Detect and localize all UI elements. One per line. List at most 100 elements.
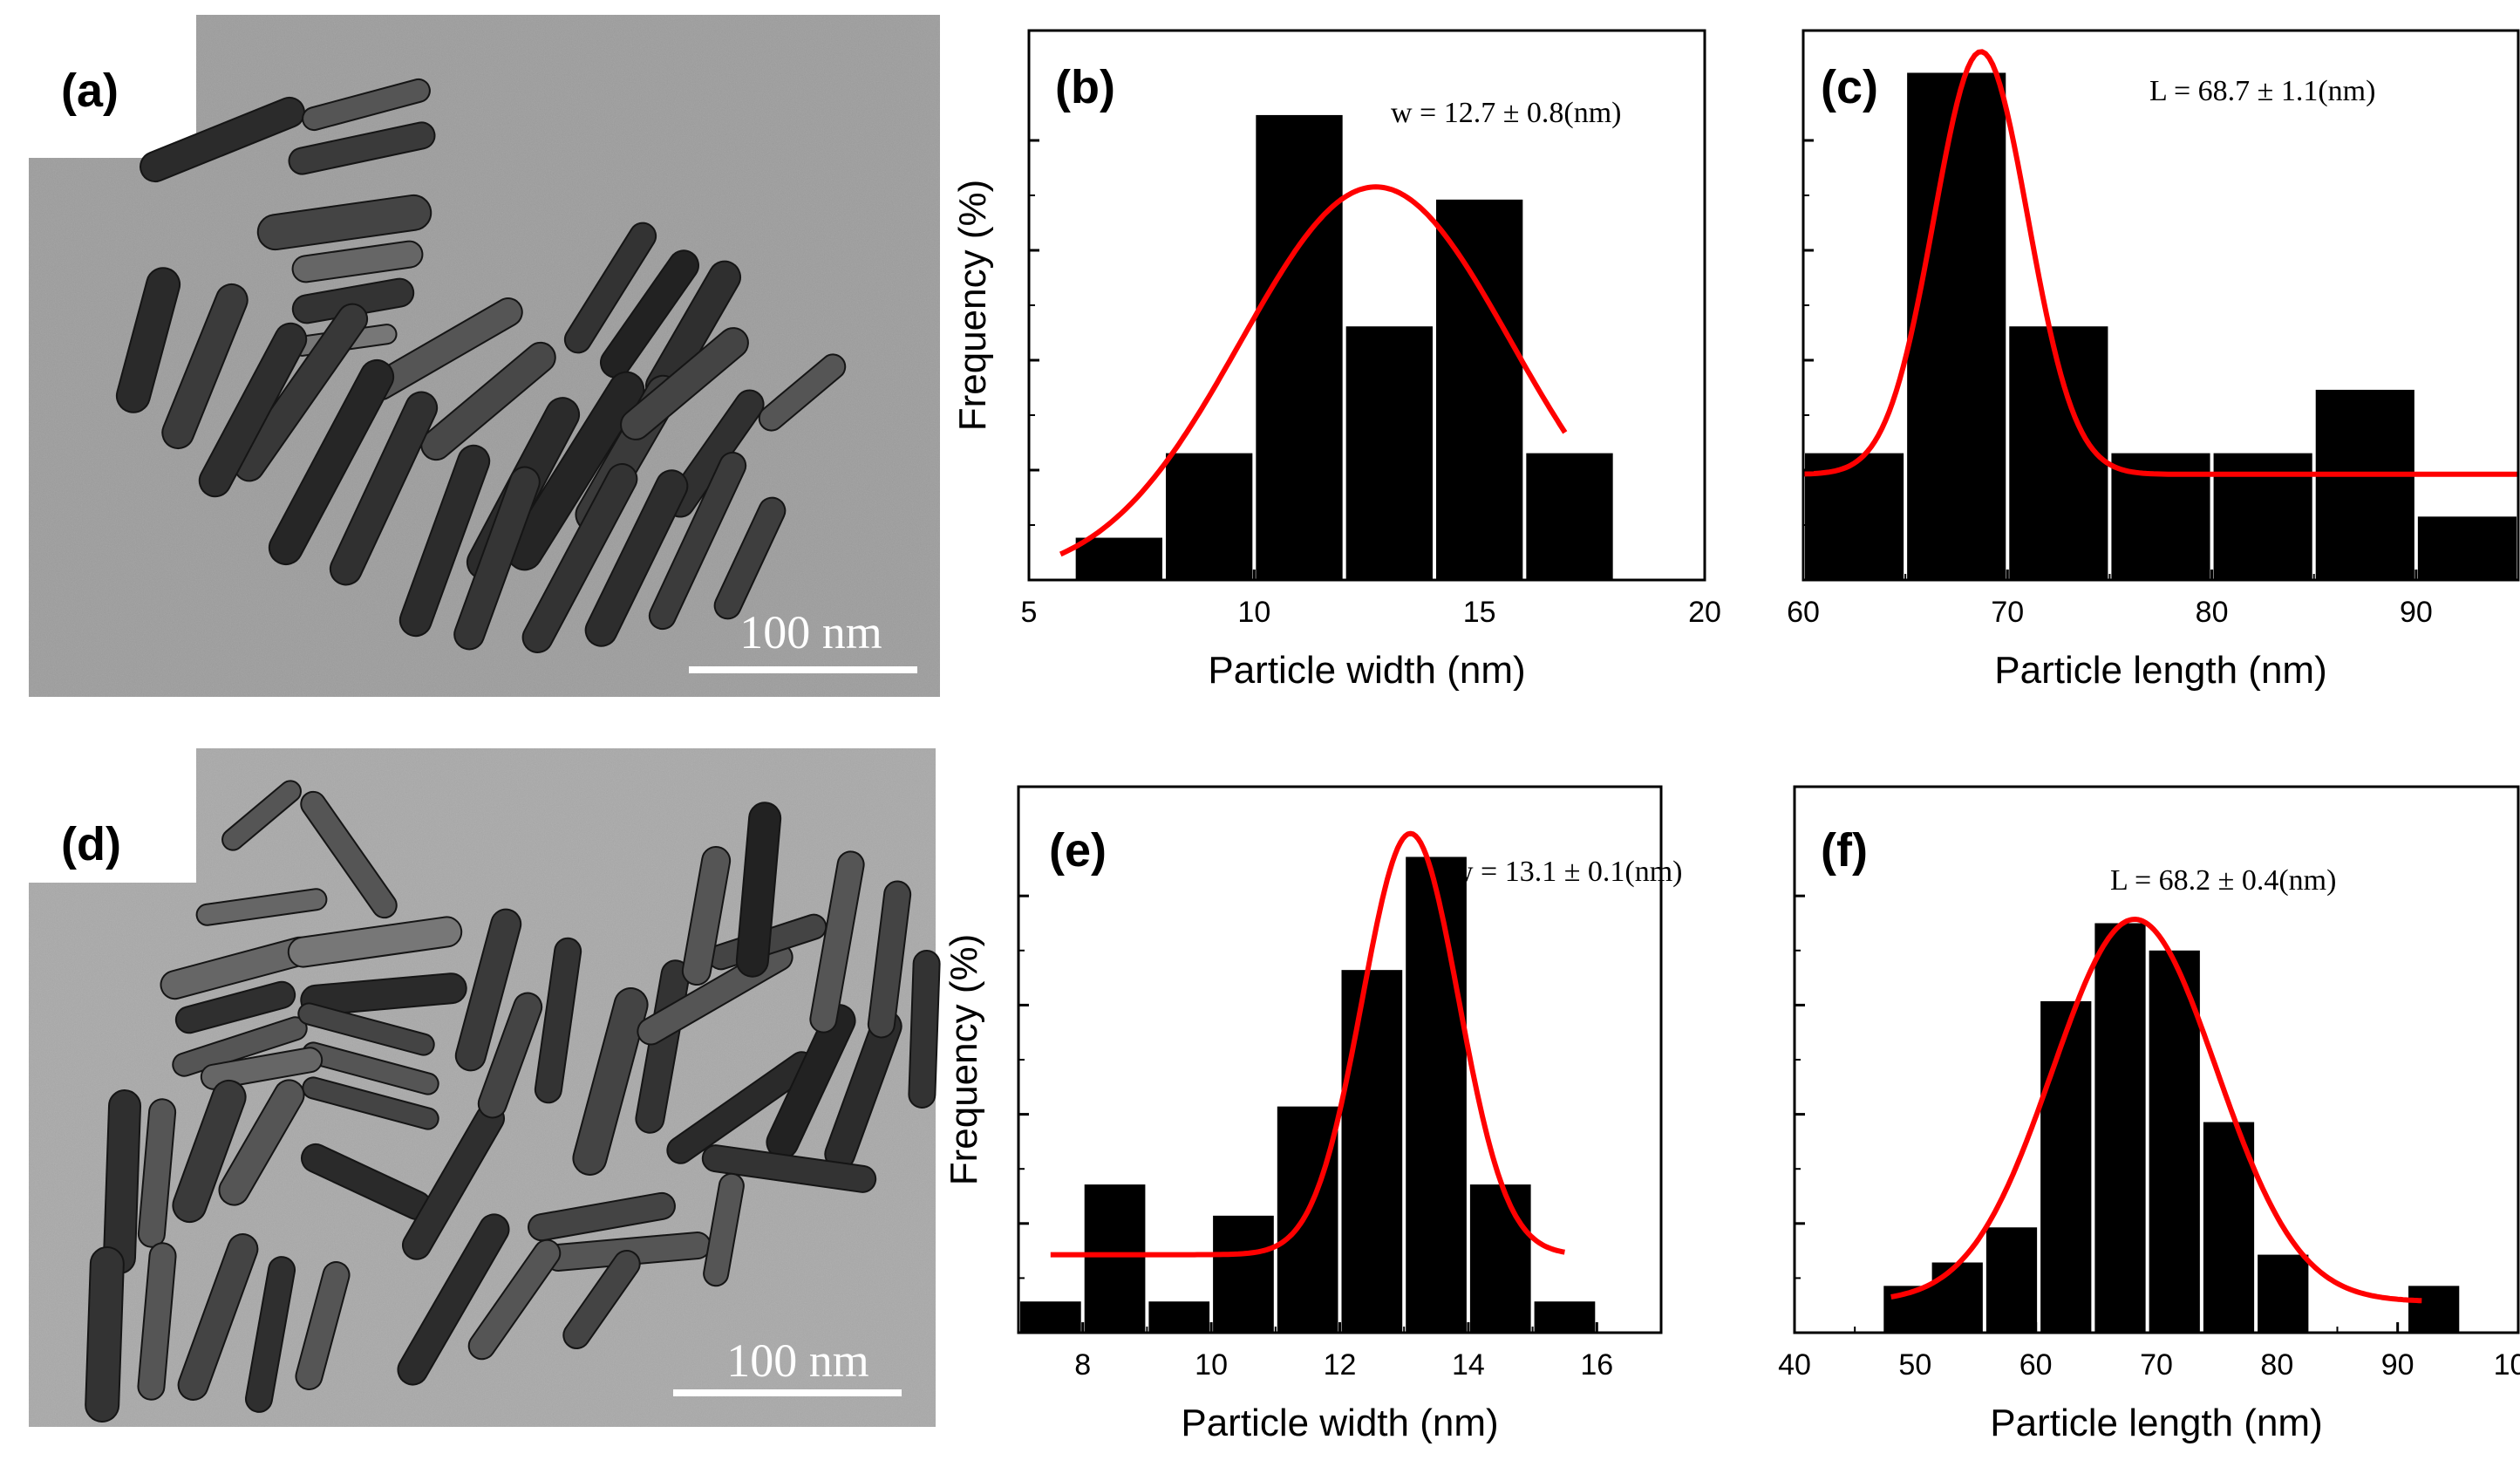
x-tick-label: 90 (2381, 1348, 2414, 1382)
panel-label: (e) (1049, 824, 1107, 877)
nanorod (701, 1144, 877, 1193)
y-axis-label: Frequency (%) (951, 180, 994, 432)
histogram-bar (2203, 1122, 2255, 1333)
nanorod (137, 1242, 177, 1401)
x-axis-label: Particle width (nm) (1208, 649, 1525, 692)
nanorod (809, 850, 865, 1034)
fit-annotation: w = 13.1 ± 0.1(nm) (1452, 856, 1682, 888)
fit-annotation: w = 12.7 ± 0.8(nm) (1391, 97, 1621, 129)
panel-a-label: (a) (61, 65, 119, 117)
x-axis-label: Particle length (nm) (1994, 649, 2326, 692)
nanorod (908, 950, 941, 1109)
x-tick-label: 40 (1778, 1348, 1811, 1382)
nanorod (528, 1191, 676, 1242)
micrograph-d: (d) 100 nm (26, 747, 941, 1427)
histogram-bar (1213, 1215, 1274, 1333)
nanorod (85, 1246, 125, 1423)
histogram-bar (2149, 950, 2200, 1333)
x-tick-label: 20 (1688, 596, 1721, 629)
nanorod (195, 888, 328, 926)
histogram-bar (1907, 72, 2006, 580)
nanorod (758, 353, 847, 432)
x-tick-label: 10 (1237, 596, 1270, 629)
histogram-b: 5 10 15 20 Particle width (nm) Frequency (%) (… (951, 29, 1721, 692)
panel-label: (b) (1055, 61, 1115, 113)
nanorod (297, 1002, 435, 1056)
nanorods-d (85, 780, 941, 1423)
nanorod (268, 358, 395, 566)
histogram-e: 8 10 12 14 16 Particle width (nm) Frequency (%… (943, 785, 1682, 1444)
x-tick-label: 60 (1787, 596, 1820, 629)
nanorod (161, 283, 249, 450)
nanorod (620, 327, 749, 440)
x-tick-label: 80 (2196, 596, 2229, 629)
panel-label: (f) (1821, 824, 1868, 877)
micrograph-d-label-box (26, 747, 196, 883)
x-tick-label: 70 (2140, 1348, 2173, 1382)
panel-d-label: (d) (61, 818, 121, 870)
histogram-bar (2315, 389, 2414, 580)
nanorod (563, 222, 657, 354)
nanorod (244, 1256, 296, 1413)
nanorod (200, 1047, 324, 1090)
nanorod (713, 496, 787, 620)
nanorod (420, 341, 556, 461)
nanorod (867, 880, 912, 1039)
histogram-bar (2258, 1254, 2309, 1333)
nanorod (233, 303, 369, 482)
nanorod (295, 1261, 351, 1390)
fit-annotation: L = 68.7 ± 1.1(nm) (2149, 75, 2375, 107)
scalebar-a (689, 666, 917, 673)
nanorod (467, 1238, 562, 1361)
histogram-bar (1020, 1301, 1081, 1333)
histogram-c: 60 70 80 90 Particle length (nm) (c) L = 68.7 … (1787, 29, 2520, 692)
nanorod (102, 1089, 142, 1274)
histogram-bar (1985, 1227, 2038, 1333)
nanorod (681, 845, 732, 986)
nanorod (521, 463, 638, 653)
x-tick-label: 12 (1324, 1348, 1357, 1382)
x-tick-label: 5 (1021, 596, 1038, 629)
histogram-bar (1436, 199, 1523, 580)
nanorod (329, 391, 439, 586)
nanorod (397, 1213, 510, 1386)
panel-label: (c) (1821, 61, 1878, 113)
nanorod (172, 1079, 247, 1224)
nanorod (302, 78, 431, 132)
histogram-bar (1148, 1301, 1210, 1333)
nanorod (599, 249, 700, 379)
nanorod (137, 1098, 177, 1248)
nanorod (584, 469, 689, 647)
histogram-bar (1075, 537, 1162, 580)
x-tick-label: 14 (1452, 1348, 1485, 1382)
x-tick-label: 8 (1074, 1348, 1091, 1382)
histogram-bar (1341, 970, 1403, 1333)
histogram-bar (1277, 1106, 1338, 1333)
histogram-bar (1084, 1184, 1146, 1333)
micrograph-a: (a) 100 nm (26, 13, 940, 697)
x-tick-label: 90 (2400, 596, 2433, 629)
nanorod (172, 1016, 308, 1077)
nanorod (288, 121, 436, 175)
histogram-bar (1526, 453, 1613, 580)
scalebar-d (673, 1389, 902, 1396)
histogram-bar (1534, 1301, 1596, 1333)
histogram-bar (1345, 326, 1433, 580)
nanorod (256, 194, 432, 251)
nanorods-a (115, 78, 847, 653)
nanorod (221, 780, 302, 851)
histogram-bar (1256, 114, 1343, 580)
scalebar-a-label: 100 nm (739, 606, 882, 658)
nanorod (453, 466, 541, 651)
x-tick-label: 10 (1195, 1348, 1228, 1382)
nanorod (177, 1233, 259, 1401)
x-tick-label: 80 (2260, 1348, 2293, 1382)
histogram-bar (1469, 1184, 1531, 1333)
nanorod (562, 1250, 641, 1349)
histogram-bar (1166, 453, 1253, 580)
scalebar-d-label: 100 nm (726, 1334, 869, 1387)
nanorod (300, 790, 398, 919)
nanorod (398, 444, 491, 638)
nanorod (174, 980, 296, 1034)
